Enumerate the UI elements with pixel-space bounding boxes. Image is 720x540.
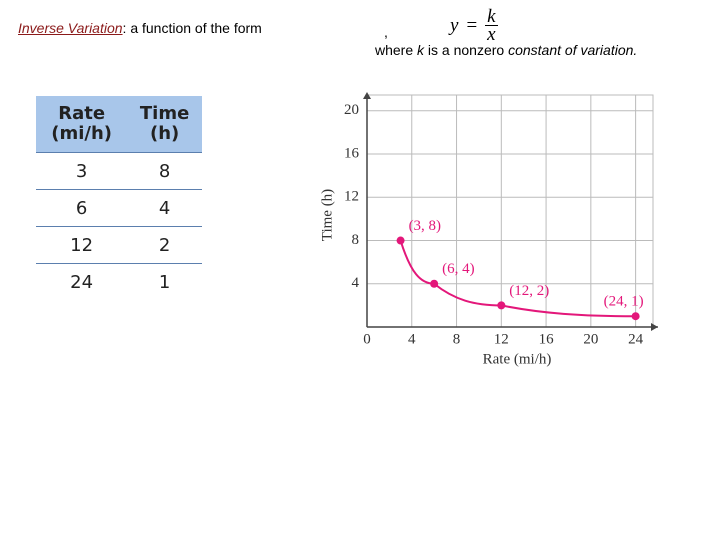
- term: Inverse Variation: [18, 20, 123, 36]
- x-tick-label: 16: [539, 331, 555, 347]
- point-label: (12, 2): [509, 283, 549, 299]
- x-tick-label: 24: [628, 331, 644, 347]
- x-tick-label: 8: [453, 331, 461, 347]
- intro: : a function of the form: [122, 20, 262, 36]
- point: [631, 312, 640, 321]
- cell: 6: [36, 189, 128, 227]
- y-tick-label: 20: [344, 102, 359, 118]
- header-text: Time: [139, 103, 190, 124]
- y-axis-label: Time (h): [319, 189, 335, 241]
- definition-rest: where k is a nonzero constant of variati…: [375, 42, 637, 58]
- x-axis-label: Rate (mi/h): [483, 351, 552, 367]
- header-cell: Rate (mi/h): [36, 96, 128, 153]
- x-tick-label: 0: [363, 331, 371, 347]
- cell: 24: [36, 263, 128, 300]
- middle: is a nonzero: [427, 42, 505, 58]
- header-text: Rate: [58, 103, 106, 124]
- x-tick-label: 12: [494, 331, 509, 347]
- cell: 3: [36, 152, 128, 190]
- cell: 12: [36, 226, 128, 264]
- point-label: (24, 1): [604, 294, 644, 310]
- axis-arrow: [363, 92, 371, 99]
- k: k: [417, 42, 425, 58]
- point: [497, 301, 506, 310]
- header-text: (h): [149, 123, 180, 144]
- where: where: [375, 42, 414, 58]
- header-cell: Time (h): [127, 96, 202, 153]
- formula-equals: =: [466, 14, 478, 36]
- comma: ,: [384, 24, 388, 40]
- fraction: k x: [485, 6, 498, 45]
- point-label: (6, 4): [442, 261, 475, 277]
- emphasis: constant of variation.: [508, 42, 638, 58]
- point-label: (3, 8): [409, 218, 442, 234]
- y-tick-label: 4: [352, 275, 360, 291]
- y-tick-label: 12: [344, 189, 359, 205]
- cell: 8: [127, 152, 202, 190]
- row: 24 1: [36, 263, 202, 300]
- x-tick-label: 4: [408, 331, 416, 347]
- plot-area: [366, 94, 654, 328]
- header-row: Rate (mi/h) Time (h): [36, 96, 202, 153]
- numerator: k: [485, 6, 498, 27]
- definition-line: Inverse Variation: a function of the for…: [18, 20, 262, 36]
- point: [396, 236, 405, 245]
- denominator: x: [487, 24, 496, 45]
- cell: 1: [127, 263, 202, 300]
- point: [430, 279, 439, 288]
- y-tick-label: 8: [352, 232, 360, 248]
- curve: [399, 240, 636, 318]
- cell: 2: [127, 226, 202, 264]
- cell: 4: [127, 189, 202, 227]
- header-text: (mi/h): [51, 123, 113, 144]
- axis-arrow: [651, 323, 658, 331]
- x-tick-label: 20: [583, 331, 598, 347]
- row: 12 2: [36, 226, 202, 264]
- formula: y = k x: [450, 6, 498, 45]
- y-tick-label: 16: [344, 145, 360, 161]
- formula-y: y: [450, 14, 459, 36]
